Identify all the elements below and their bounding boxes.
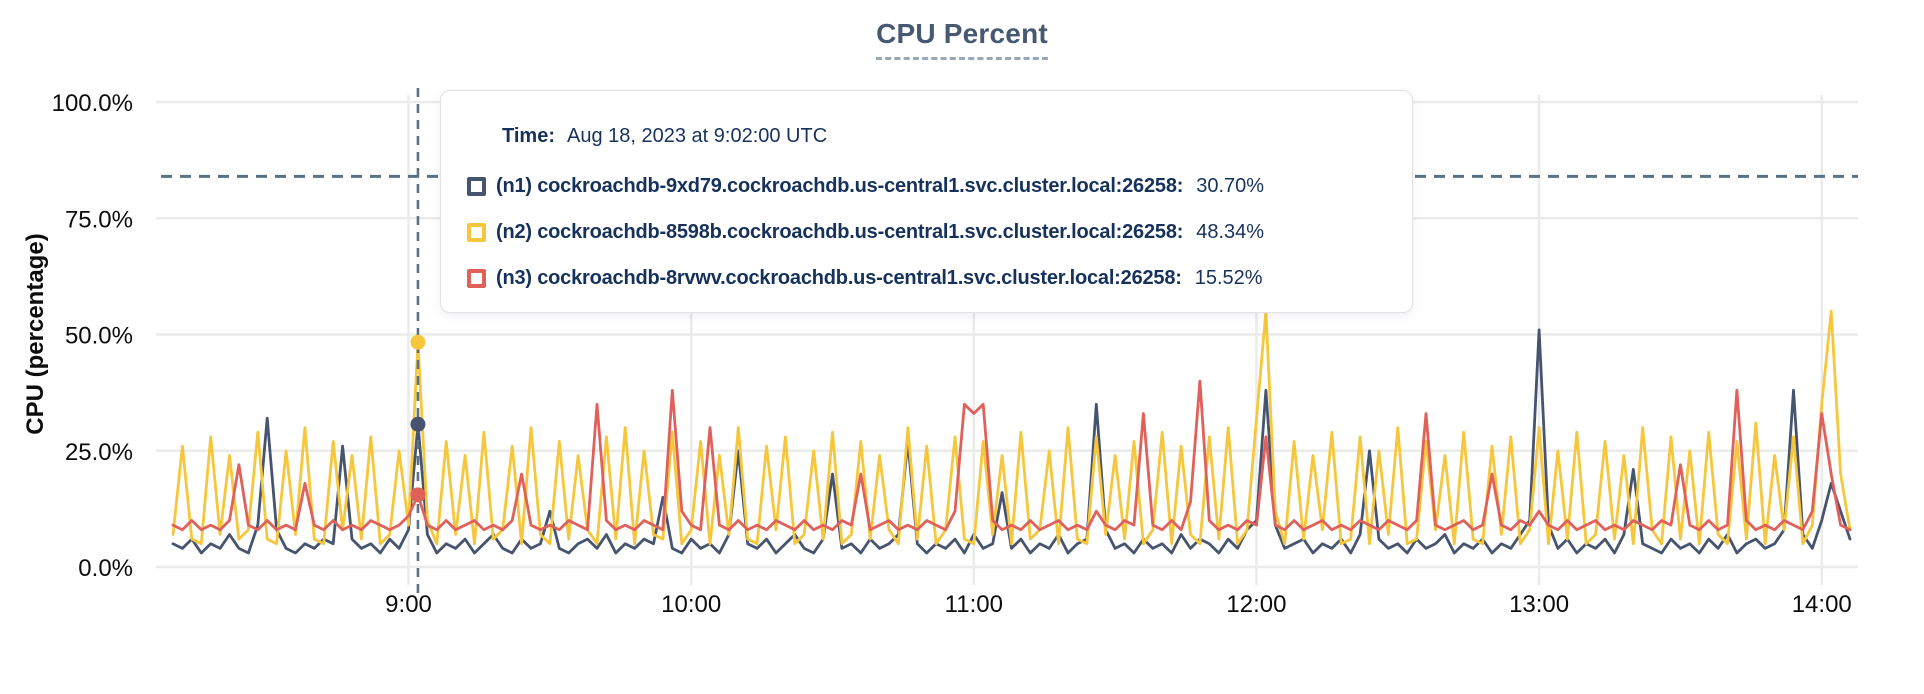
chart-title-wrap: CPU Percent bbox=[0, 18, 1924, 60]
tooltip-series-row-n3: (n3) cockroachdb-8rvwv.cockroachdb.us-ce… bbox=[467, 255, 1388, 301]
series-line-n2[interactable] bbox=[171, 309, 1852, 546]
y-axis-tick-label: 0.0% bbox=[78, 555, 133, 582]
crosshair-dot-n2 bbox=[410, 334, 426, 350]
series-line-n3[interactable] bbox=[171, 379, 1852, 532]
x-axis-tick-label: 13:00 bbox=[1509, 591, 1569, 618]
series-line-n1[interactable] bbox=[171, 328, 1852, 555]
series-swatch-n1 bbox=[467, 176, 486, 196]
hover-tooltip: Time: Aug 18, 2023 at 9:02:00 UTC (n1) c… bbox=[440, 90, 1413, 313]
crosshair-dot-n1 bbox=[410, 416, 426, 432]
series-value-n1: 30.70% bbox=[1196, 174, 1265, 197]
tooltip-time-label: Time: bbox=[502, 124, 555, 147]
series-swatch-n3 bbox=[467, 268, 486, 288]
series-value-n2: 48.34% bbox=[1196, 220, 1265, 243]
y-axis-tick-label: 75.0% bbox=[65, 206, 133, 233]
series-swatch-n2 bbox=[467, 222, 486, 242]
chart-title: CPU Percent bbox=[876, 18, 1048, 60]
crosshair-dot-n3 bbox=[410, 487, 426, 503]
series-label-n2: (n2) cockroachdb-8598b.cockroachdb.us-ce… bbox=[496, 220, 1184, 243]
series-value-n3: 15.52% bbox=[1194, 266, 1263, 289]
series-label-n1: (n1) cockroachdb-9xd79.cockroachdb.us-ce… bbox=[496, 174, 1184, 197]
y-axis-tick-label: 50.0% bbox=[65, 323, 133, 350]
tooltip-series-row-n1: (n1) cockroachdb-9xd79.cockroachdb.us-ce… bbox=[467, 163, 1388, 209]
tooltip-series-row-n2: (n2) cockroachdb-8598b.cockroachdb.us-ce… bbox=[467, 209, 1388, 255]
y-axis-tick-label: 100.0% bbox=[52, 90, 133, 117]
x-axis-tick-label: 11:00 bbox=[945, 591, 1003, 618]
x-axis-tick-label: 12:00 bbox=[1226, 591, 1286, 618]
x-axis-tick-label: 9:00 bbox=[385, 591, 432, 618]
tooltip-time-value: Aug 18, 2023 at 9:02:00 UTC bbox=[566, 124, 828, 147]
series-label-n3: (n3) cockroachdb-8rvwv.cockroachdb.us-ce… bbox=[496, 266, 1182, 289]
x-axis-tick-label: 14:00 bbox=[1792, 591, 1852, 618]
x-axis-tick-label: 10:00 bbox=[661, 591, 721, 618]
tooltip-time-row: Time: Aug 18, 2023 at 9:02:00 UTC bbox=[502, 117, 1388, 155]
y-axis-tick-label: 25.0% bbox=[65, 439, 133, 466]
